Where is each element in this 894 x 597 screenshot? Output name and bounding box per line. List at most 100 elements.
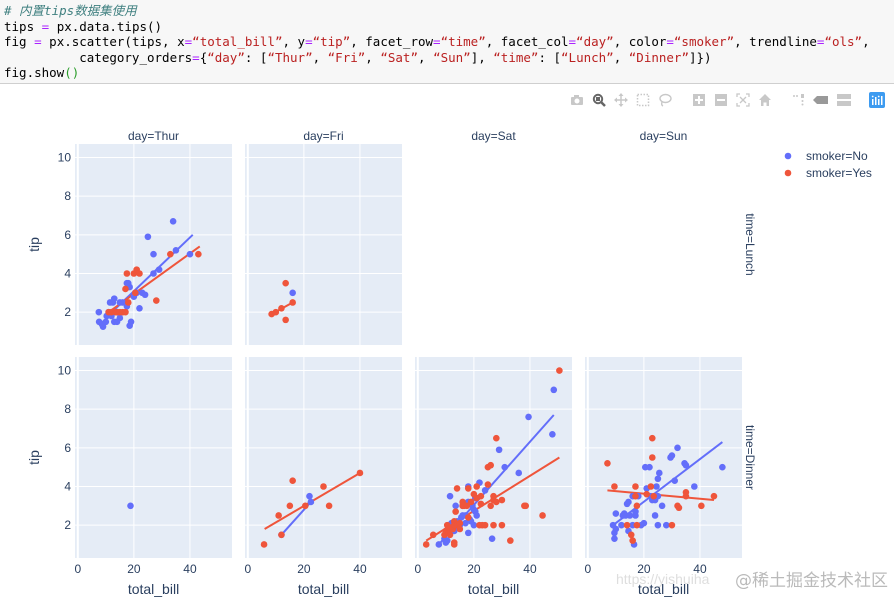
zoom-button[interactable]	[590, 92, 608, 108]
point-smoker-yes[interactable]	[464, 485, 472, 492]
point-smoker-no[interactable]	[625, 498, 632, 506]
point-smoker-no[interactable]	[682, 461, 690, 469]
point-smoker-no[interactable]	[550, 386, 558, 394]
point-smoker-yes[interactable]	[325, 502, 333, 510]
point-smoker-yes[interactable]	[122, 308, 129, 316]
point-smoker-yes[interactable]	[464, 514, 472, 521]
point-smoker-yes[interactable]	[153, 297, 160, 304]
zoom-in-button[interactable]	[690, 92, 708, 108]
point-smoker-yes[interactable]	[648, 434, 656, 442]
point-smoker-yes[interactable]	[136, 270, 143, 277]
point-smoker-no[interactable]	[307, 498, 315, 506]
point-smoker-yes[interactable]	[604, 459, 611, 467]
point-smoker-no[interactable]	[654, 475, 662, 483]
point-smoker-no[interactable]	[481, 487, 489, 494]
point-smoker-no[interactable]	[525, 413, 532, 421]
point-smoker-yes[interactable]	[301, 502, 309, 510]
point-smoker-yes[interactable]	[481, 521, 489, 529]
point-smoker-no[interactable]	[141, 291, 149, 299]
point-smoker-no[interactable]	[646, 463, 653, 471]
point-smoker-yes[interactable]	[682, 488, 690, 496]
point-smoker-no[interactable]	[632, 512, 639, 519]
point-smoker-no[interactable]	[127, 502, 134, 510]
point-smoker-yes[interactable]	[490, 521, 497, 529]
point-smoker-no[interactable]	[640, 519, 648, 527]
pan-button[interactable]	[612, 92, 630, 108]
point-smoker-no[interactable]	[95, 308, 103, 316]
point-smoker-no[interactable]	[452, 502, 459, 510]
plot-background[interactable]	[75, 357, 232, 558]
point-smoker-no[interactable]	[618, 521, 625, 529]
point-smoker-yes[interactable]	[629, 537, 636, 544]
point-smoker-no[interactable]	[435, 541, 443, 548]
hover-compare-button[interactable]	[834, 92, 852, 108]
code-cell[interactable]: # 内置tips数据集使用 tips = px.data.tips() fig = …	[0, 0, 894, 84]
point-smoker-yes[interactable]	[167, 250, 174, 258]
point-smoker-yes[interactable]	[487, 502, 494, 510]
point-smoker-no[interactable]	[155, 266, 163, 273]
point-smoker-yes[interactable]	[278, 531, 285, 539]
point-smoker-no[interactable]	[674, 444, 681, 452]
point-smoker-yes[interactable]	[484, 481, 492, 488]
home-button[interactable]	[756, 92, 774, 108]
point-smoker-no[interactable]	[446, 492, 454, 500]
point-smoker-yes[interactable]	[623, 521, 631, 529]
point-smoker-no[interactable]	[127, 318, 135, 326]
point-smoker-yes[interactable]	[260, 541, 268, 548]
point-smoker-yes[interactable]	[467, 498, 475, 506]
point-smoker-no[interactable]	[654, 521, 662, 529]
point-smoker-no[interactable]	[626, 512, 634, 519]
point-smoker-no[interactable]	[289, 289, 296, 297]
lasso-select-button[interactable]	[656, 92, 674, 108]
point-smoker-yes[interactable]	[282, 279, 289, 287]
point-smoker-no[interactable]	[691, 483, 698, 490]
point-smoker-yes[interactable]	[477, 500, 485, 508]
point-smoker-no[interactable]	[150, 270, 157, 277]
point-smoker-yes[interactable]	[195, 250, 202, 258]
point-smoker-yes[interactable]	[450, 541, 458, 548]
point-smoker-yes[interactable]	[456, 519, 464, 527]
zoom-out-button[interactable]	[712, 92, 730, 108]
point-smoker-yes[interactable]	[477, 492, 485, 500]
point-smoker-no[interactable]	[186, 250, 194, 258]
legend-item-yes[interactable]: smoker=Yes	[784, 166, 872, 180]
point-smoker-no[interactable]	[116, 314, 124, 322]
point-smoker-yes[interactable]	[647, 483, 655, 490]
point-smoker-no[interactable]	[611, 535, 618, 542]
point-smoker-yes[interactable]	[286, 502, 294, 510]
point-smoker-no[interactable]	[464, 529, 472, 537]
point-smoker-yes[interactable]	[429, 531, 437, 539]
point-smoker-yes[interactable]	[643, 490, 650, 498]
plot-background[interactable]	[585, 357, 742, 558]
point-smoker-no[interactable]	[515, 469, 523, 477]
autoscale-button[interactable]	[734, 92, 752, 108]
point-smoker-yes[interactable]	[272, 308, 280, 316]
point-smoker-yes[interactable]	[487, 461, 494, 469]
point-smoker-yes[interactable]	[710, 492, 718, 500]
point-smoker-yes[interactable]	[356, 469, 364, 477]
point-smoker-no[interactable]	[719, 463, 726, 471]
point-smoker-yes[interactable]	[627, 531, 635, 539]
point-smoker-no[interactable]	[658, 502, 666, 510]
point-smoker-yes[interactable]	[648, 454, 656, 461]
point-smoker-no[interactable]	[671, 477, 679, 484]
point-smoker-yes[interactable]	[446, 531, 454, 539]
point-smoker-no[interactable]	[655, 469, 663, 477]
point-smoker-no[interactable]	[144, 233, 152, 241]
point-smoker-no[interactable]	[501, 463, 509, 471]
point-smoker-yes[interactable]	[498, 496, 506, 504]
point-smoker-yes[interactable]	[122, 285, 129, 293]
point-smoker-no[interactable]	[150, 250, 157, 258]
point-smoker-yes[interactable]	[289, 299, 296, 306]
legend[interactable]: smoker=No smoker=Yes	[784, 149, 872, 180]
point-smoker-no[interactable]	[653, 483, 660, 490]
point-smoker-yes[interactable]	[456, 525, 464, 533]
point-smoker-yes[interactable]	[539, 512, 546, 519]
point-smoker-yes[interactable]	[124, 299, 132, 306]
point-smoker-no[interactable]	[612, 525, 620, 533]
point-smoker-yes[interactable]	[493, 498, 500, 506]
camera-button[interactable]	[568, 92, 586, 108]
point-smoker-no[interactable]	[495, 446, 503, 454]
point-smoker-no[interactable]	[651, 512, 659, 519]
point-smoker-no[interactable]	[99, 323, 107, 330]
